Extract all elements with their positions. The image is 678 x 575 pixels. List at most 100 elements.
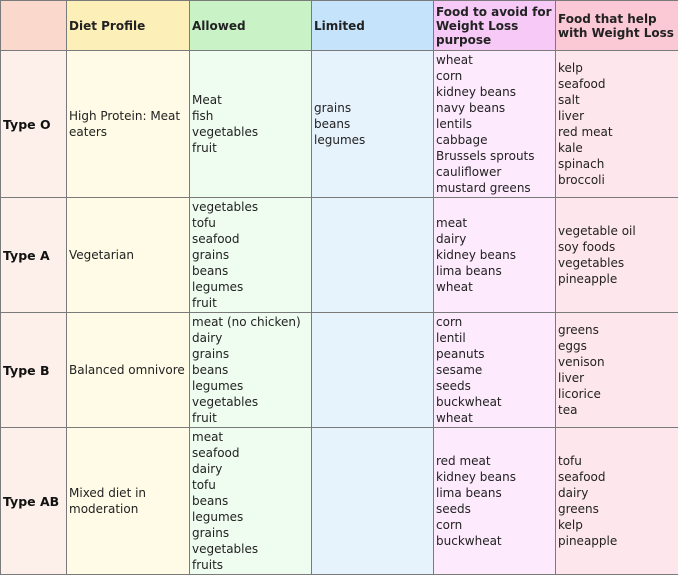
food-item: greens — [558, 322, 676, 338]
food-item: fruit — [192, 295, 309, 311]
food-item: legumes — [192, 279, 309, 295]
food-item: lentils — [436, 116, 553, 132]
diet-profile-cell: Balanced omnivore — [67, 313, 190, 428]
header-food-to-avoid: Food to avoid for Weight Loss purpose — [434, 1, 556, 51]
blood-type-cell: Type A — [1, 198, 67, 313]
food-item: navy beans — [436, 100, 553, 116]
diet-profile-cell: Mixed diet in moderation — [67, 428, 190, 575]
food-item: tofu — [558, 453, 676, 469]
food-item: fruits — [192, 557, 309, 573]
food-item: licorice — [558, 386, 676, 402]
food-item: kidney beans — [436, 84, 553, 100]
food-item: kelp — [558, 517, 676, 533]
food-item: corn — [436, 68, 553, 84]
food-item: liver — [558, 370, 676, 386]
food-item: broccoli — [558, 172, 676, 188]
food-item: Brussels sprouts — [436, 148, 553, 164]
limited-cell — [312, 428, 434, 575]
blood-type-cell: Type AB — [1, 428, 67, 575]
food-item: vegetables — [192, 124, 309, 140]
food-item: dairy — [436, 231, 553, 247]
food-item: meat — [436, 215, 553, 231]
food-item: lentil — [436, 330, 553, 346]
food-item: tofu — [192, 477, 309, 493]
food-item: tea — [558, 402, 676, 418]
food-item: seafood — [558, 469, 676, 485]
food-item: seeds — [436, 501, 553, 517]
food-item: wheat — [436, 52, 553, 68]
food-item: grains — [192, 525, 309, 541]
food-item: grains — [314, 100, 431, 116]
food-item: fruit — [192, 410, 309, 426]
header-type — [1, 1, 67, 51]
food-item: kale — [558, 140, 676, 156]
food-item: meat (no chicken) — [192, 314, 309, 330]
diet-profile-cell: High Protein: Meat eaters — [67, 51, 190, 198]
food-item: red meat — [558, 124, 676, 140]
food-item: vegetables — [192, 394, 309, 410]
food-item: beans — [192, 493, 309, 509]
food-item: corn — [436, 517, 553, 533]
food-item: fish — [192, 108, 309, 124]
food-item: buckwheat — [436, 533, 553, 549]
food-item: Meat — [192, 92, 309, 108]
food-item: grains — [192, 346, 309, 362]
food-item: grains — [192, 247, 309, 263]
food-item: dairy — [192, 330, 309, 346]
food-item: spinach — [558, 156, 676, 172]
food-item: legumes — [192, 378, 309, 394]
blood-type-cell: Type B — [1, 313, 67, 428]
food-item: pineapple — [558, 533, 676, 549]
food-item: vegetables — [558, 255, 676, 271]
header-allowed: Allowed — [190, 1, 312, 51]
food-item: sesame — [436, 362, 553, 378]
food-item: dairy — [192, 461, 309, 477]
food-item: seafood — [192, 231, 309, 247]
food-item: meat — [192, 429, 309, 445]
header-diet-profile: Diet Profile — [67, 1, 190, 51]
food-item: kidney beans — [436, 469, 553, 485]
food-item: cauliflower — [436, 164, 553, 180]
food-item: wheat — [436, 410, 553, 426]
food-item: buckwheat — [436, 394, 553, 410]
food-item: lima beans — [436, 263, 553, 279]
blood-type-cell: Type O — [1, 51, 67, 198]
food-item: salt — [558, 92, 676, 108]
food-item: venison — [558, 354, 676, 370]
food-item: dairy — [558, 485, 676, 501]
food-item: mustard greens — [436, 180, 553, 196]
diet-profile-cell: Vegetarian — [67, 198, 190, 313]
header-row: Diet Profile Allowed Limited Food to avo… — [1, 1, 678, 51]
food-item: wheat — [436, 279, 553, 295]
food-item: kidney beans — [436, 247, 553, 263]
food-item: corn — [436, 314, 553, 330]
food-item: vegetables — [192, 199, 309, 215]
food-item: seafood — [558, 76, 676, 92]
food-item: fruit — [192, 140, 309, 156]
header-food-that-help: Food that help with Weight Loss — [556, 1, 678, 51]
food-item: beans — [192, 362, 309, 378]
limited-cell — [312, 198, 434, 313]
food-item: vegetable oil — [558, 223, 676, 239]
